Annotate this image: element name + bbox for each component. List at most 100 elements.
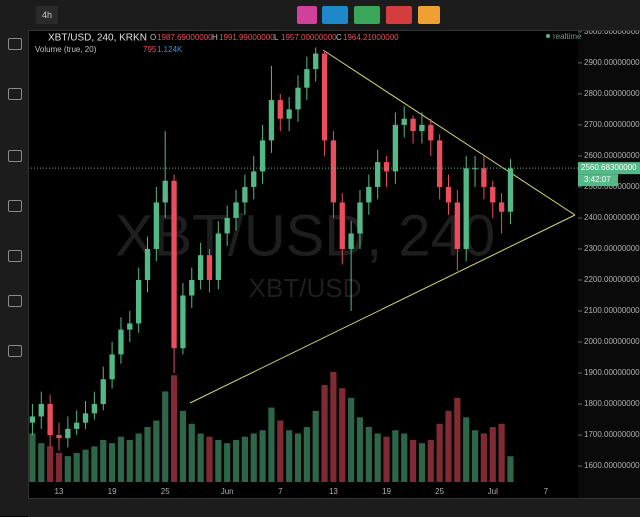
volume-bar: [330, 372, 337, 482]
ohlc-key: O: [150, 33, 156, 42]
volume-bar: [100, 439, 107, 482]
volume-bar: [445, 410, 452, 482]
tool[interactable]: [8, 295, 22, 307]
button[interactable]: [322, 6, 348, 24]
candle-body: [144, 248, 151, 280]
volume-bar: [250, 433, 257, 482]
candle-body: [428, 124, 434, 141]
volume-bar: [38, 443, 45, 482]
countdown-box: [578, 174, 618, 187]
ohlc-key: L: [274, 33, 279, 42]
volume-bar: [259, 430, 266, 482]
symbol[interactable]: XBT/USD, 240, KRKN: [48, 33, 147, 44]
volume-bar: [206, 436, 213, 482]
volume-bar: [294, 433, 302, 482]
candle-body: [224, 217, 230, 234]
volume-bar: [348, 397, 355, 482]
volume-ma: 1.124K: [157, 45, 183, 54]
volume-value: 795: [143, 45, 157, 54]
candle-body: [463, 168, 469, 249]
volume-bar: [507, 456, 514, 482]
volume-bar: [135, 433, 142, 482]
volume-bar: [170, 375, 178, 482]
candle-body: [490, 186, 496, 203]
candle-body: [401, 118, 407, 125]
candle-body: [472, 168, 478, 170]
last-price-box: [578, 162, 640, 175]
tool[interactable]: [8, 38, 22, 50]
candle-body: [127, 323, 133, 330]
candle-body: [348, 233, 354, 249]
volume-bar: [153, 420, 160, 482]
candle-body: [233, 202, 239, 218]
candle-body: [197, 255, 204, 280]
volume-bar: [418, 443, 426, 482]
volume-bar: [339, 388, 346, 482]
candle-body: [136, 279, 142, 324]
candle-body: [445, 186, 452, 203]
interval-button[interactable]: 4h: [36, 6, 58, 24]
candle-body: [330, 140, 337, 203]
candle-body: [189, 279, 195, 296]
volume-bar: [47, 446, 54, 482]
x-tick-label: 13: [329, 487, 338, 496]
candle-body: [118, 329, 124, 355]
volume-bar: [321, 384, 328, 482]
watermark-sub: XBT/USD: [249, 273, 362, 303]
button[interactable]: [418, 6, 440, 24]
y-tick-label: 2100.00000000: [584, 306, 640, 315]
x-tick-label: Jul: [488, 487, 498, 496]
candle-body: [481, 168, 487, 187]
volume-bar: [188, 423, 195, 482]
volume-bar: [286, 430, 293, 482]
candle-body: [29, 416, 36, 423]
volume-bar: [303, 427, 310, 482]
button[interactable]: [386, 6, 412, 24]
tool[interactable]: [8, 250, 22, 262]
button[interactable]: [297, 6, 317, 24]
volume-bar: [215, 439, 222, 482]
candle-body: [295, 87, 301, 110]
trend-line: [189, 214, 576, 404]
volume-bar: [374, 433, 381, 482]
volume-bar: [29, 433, 36, 482]
tool[interactable]: [8, 200, 22, 212]
volume-bar: [436, 423, 443, 482]
candle-body: [74, 422, 80, 429]
candle-body: [215, 233, 221, 280]
button[interactable]: [354, 6, 380, 24]
tool[interactable]: [8, 345, 22, 357]
tool[interactable]: [8, 150, 22, 162]
x-tick-label: 7: [278, 487, 283, 496]
left-toolbar: [0, 30, 29, 516]
y-tick-label: 2900.00000000: [584, 58, 640, 67]
candle-body: [419, 124, 425, 132]
watermark: XBT/USD, 240: [115, 203, 495, 268]
x-tick-label: 7: [544, 487, 549, 496]
countdown: 3:42:07: [584, 175, 611, 184]
x-tick-label: 19: [108, 487, 117, 496]
volume-bar: [480, 433, 487, 482]
candle-body: [153, 202, 160, 249]
x-tick-label: Jun: [221, 487, 234, 496]
volume-bar: [409, 439, 417, 482]
candle-body: [366, 186, 372, 203]
tool[interactable]: [8, 88, 22, 100]
candle-body: [383, 162, 390, 172]
candle-body: [454, 202, 460, 249]
ohlc-value: 1991.99000000: [219, 33, 275, 42]
candle-body: [180, 295, 186, 349]
candle-body: [109, 354, 115, 380]
candle-body: [321, 53, 328, 141]
volume-bar: [144, 427, 151, 482]
ohlc-value: 1964.21000000: [343, 33, 399, 42]
volume-bar: [463, 417, 470, 482]
candle-body: [259, 140, 266, 172]
price-axis: [578, 30, 640, 498]
candle-body: [82, 413, 89, 423]
ohlc-key: H: [212, 33, 218, 42]
volume-bar: [109, 443, 116, 482]
volume-bar: [117, 436, 125, 482]
